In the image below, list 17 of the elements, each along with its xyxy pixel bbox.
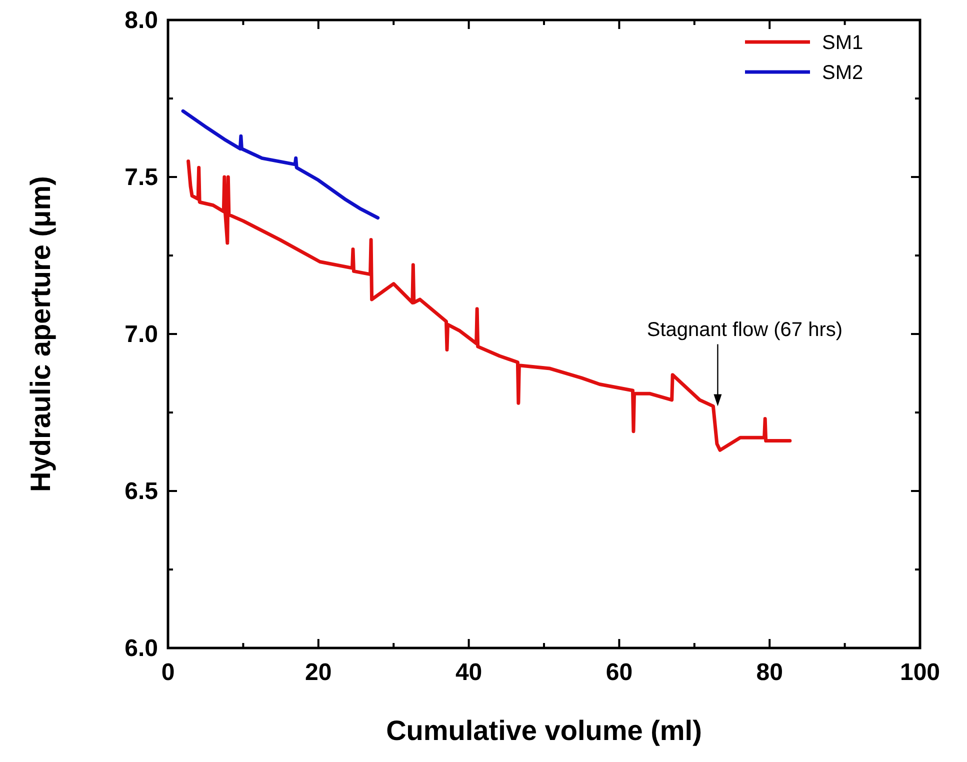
y-tick-label: 7.0 (124, 321, 158, 348)
x-tick-label: 100 (900, 659, 940, 686)
y-tick-label: 6.5 (124, 478, 158, 505)
x-tick-label: 80 (756, 659, 783, 686)
x-tick-label: 60 (606, 659, 633, 686)
x-tick-label: 40 (455, 659, 482, 686)
y-tick-label: 7.5 (124, 164, 158, 191)
x-tick-label: 0 (161, 659, 175, 686)
legend-label: SM2 (822, 62, 864, 84)
x-axis-title: Cumulative volume (ml) (386, 715, 702, 746)
x-tick-label: 20 (305, 659, 332, 686)
y-axis-title: Hydraulic aperture (μm) (25, 176, 56, 492)
legend-label: SM1 (822, 32, 864, 54)
annotation: Stagnant flow (67 hrs) (646, 319, 843, 342)
y-tick-label: 6.0 (124, 635, 158, 662)
line-series (181, 109, 380, 220)
y-tick-label: 8.0 (124, 7, 158, 34)
